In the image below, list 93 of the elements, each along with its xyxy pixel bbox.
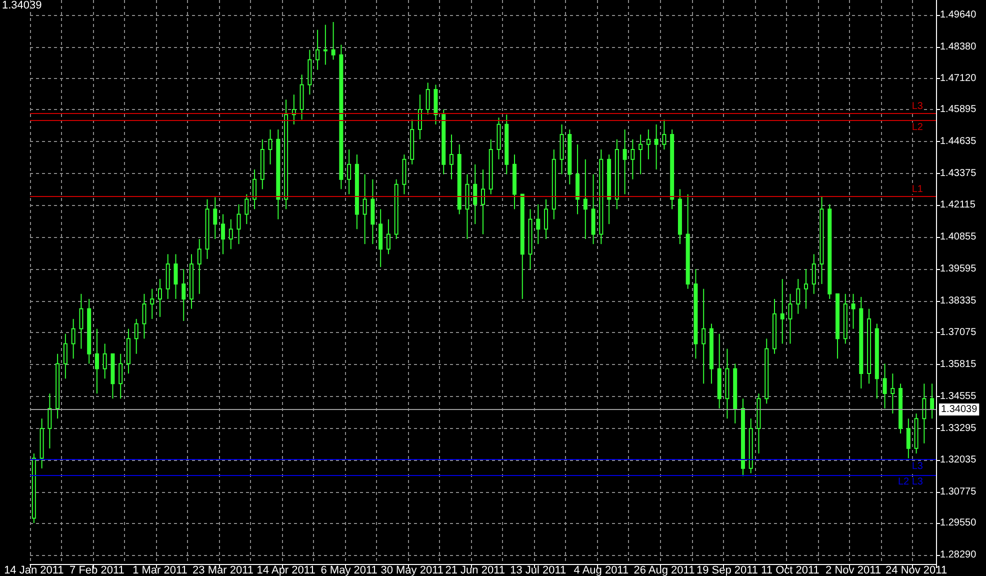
ref-line-label: L1	[912, 184, 924, 195]
ref-line-label: 1.34039	[941, 404, 978, 415]
x-tick-label: 30 May 2011	[380, 564, 444, 576]
x-tick-label: 26 Aug 2011	[634, 564, 695, 576]
x-tick-label: 1 Mar 2011	[132, 564, 188, 576]
candlestick	[788, 293, 792, 344]
candlestick	[536, 204, 540, 245]
candlestick	[71, 318, 76, 360]
candlestick	[252, 168, 257, 210]
y-tick-label: 1.32035	[940, 454, 977, 466]
y-tick-label: 1.29550	[940, 518, 977, 529]
candlestick	[780, 278, 784, 344]
candlestick	[94, 328, 99, 394]
x-tick-label: 24 Nov 2011	[886, 564, 948, 576]
y-tick-label: 1.38335	[940, 295, 977, 306]
ref-line-label: L3	[912, 460, 924, 472]
candlestick	[63, 333, 68, 380]
candlestick	[197, 238, 202, 294]
x-tick-label: 19 Sep 2011	[696, 564, 758, 576]
candlestick	[213, 196, 218, 240]
candlestick	[426, 82, 430, 116]
y-tick-label: 1.39595	[940, 263, 977, 274]
candlestick	[386, 218, 390, 255]
y-tick-label: 1.35815	[940, 359, 977, 370]
candlestick	[890, 373, 895, 414]
candlestick	[347, 148, 352, 195]
x-tick-label: 4 Aug 2011	[574, 564, 629, 576]
candlestick	[882, 363, 887, 409]
candlestick	[654, 124, 658, 170]
candlestick	[922, 383, 926, 444]
y-tick-label: 1.48380	[940, 41, 977, 52]
ref-line-label: L2 L3	[898, 476, 924, 488]
candlestick	[174, 254, 178, 300]
candlestick	[418, 94, 422, 140]
candlestick	[323, 24, 328, 66]
candlestick	[118, 353, 123, 400]
candlestick	[102, 343, 107, 380]
candlestick	[906, 418, 910, 459]
candlestick	[158, 278, 162, 318]
candlestick	[316, 29, 320, 70]
candlestick	[79, 293, 84, 350]
ref-line-label: L3	[912, 101, 924, 112]
y-tick-label: 1.49640	[940, 9, 977, 20]
candlestick	[702, 288, 706, 384]
x-tick-label: 13 Jul 2011	[510, 564, 566, 576]
y-tick-label: 1.37075	[940, 327, 977, 338]
x-tick-label: 7 Feb 2011	[70, 564, 124, 576]
candlestick	[804, 268, 808, 310]
candlestick	[662, 119, 666, 150]
candlestick	[473, 164, 478, 225]
candlestick	[236, 204, 241, 245]
y-tick-label: 1.47120	[940, 73, 977, 84]
y-tick-label: 1.43375	[940, 168, 977, 179]
candlestick	[449, 134, 454, 180]
annotation: 1.34039	[2, 0, 42, 12]
y-tick-label: 1.40855	[940, 232, 977, 243]
ref-line-label: L2	[912, 122, 924, 134]
candlestick	[638, 134, 643, 175]
x-tick-label: 23 Mar 2011	[192, 564, 254, 576]
candlestick	[851, 293, 856, 330]
candlestick	[331, 22, 336, 60]
x-tick-label: 14 Apr 2011	[256, 564, 316, 576]
candlestick	[48, 393, 52, 449]
y-tick-label: 1.28290	[940, 549, 977, 560]
candlestick	[134, 318, 138, 354]
y-tick-label: 1.30775	[940, 486, 977, 498]
x-tick-label: 21 Jun 2011	[445, 564, 505, 576]
x-tick-label: 6 May 2011	[320, 564, 378, 576]
y-tick-label: 1.45895	[940, 104, 977, 116]
x-tick-label: 14 Jan 2011	[4, 564, 64, 576]
candlestick	[150, 288, 154, 320]
x-tick-label: 11 Oct 2011	[761, 564, 820, 576]
candlestick	[646, 128, 650, 160]
candlestick	[583, 158, 588, 240]
candlestick	[221, 214, 226, 255]
candlestick	[481, 168, 485, 235]
y-tick-label: 1.42115	[940, 200, 976, 211]
candlestick	[930, 383, 934, 420]
y-tick-label: 1.34555	[940, 390, 977, 402]
candlestick	[142, 293, 146, 340]
candlestick	[182, 268, 186, 322]
y-tick-label: 1.33295	[940, 422, 977, 434]
candlestick	[630, 138, 635, 180]
x-tick-label: 2 Nov 2011	[826, 564, 882, 576]
candlestick	[228, 218, 233, 250]
candlestick	[796, 278, 800, 314]
candlestick	[268, 128, 272, 165]
candlestick	[244, 194, 249, 225]
candlestick	[544, 198, 548, 240]
candlestick	[812, 254, 816, 294]
candlestick	[622, 128, 627, 195]
y-tick-label: 1.44635	[940, 136, 977, 148]
candlestick	[362, 174, 367, 245]
